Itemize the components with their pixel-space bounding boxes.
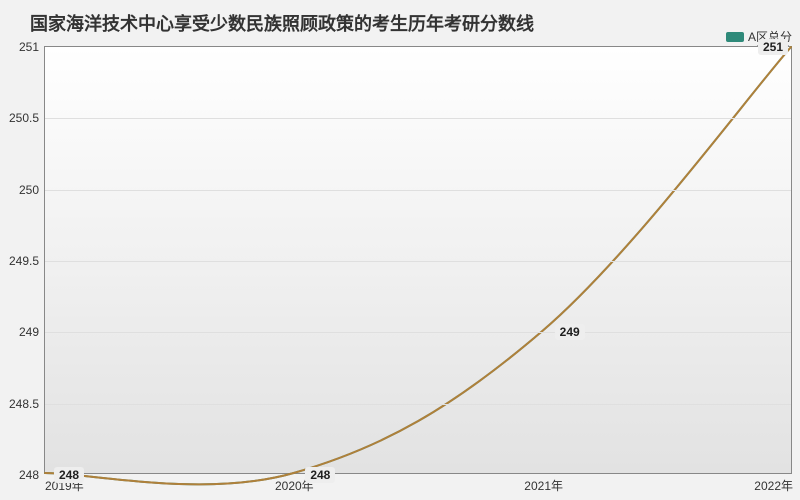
legend-swatch-a <box>726 32 744 42</box>
data-label: 248 <box>54 467 84 483</box>
x-tick-label: 2021年 <box>524 473 563 494</box>
plot-area: 248248.5249249.5250250.52512019年2020年202… <box>44 46 792 474</box>
y-tick-label: 249.5 <box>9 254 45 268</box>
series-line-0 <box>45 47 791 484</box>
grid-line <box>45 404 791 405</box>
grid-line <box>45 190 791 191</box>
x-tick-label: 2022年 <box>754 473 793 494</box>
data-label: 248 <box>305 467 335 483</box>
data-label: 249 <box>555 324 585 340</box>
y-tick-label: 251 <box>19 40 45 54</box>
series-line-1 <box>45 47 791 484</box>
y-tick-label: 248.5 <box>9 397 45 411</box>
chart-container: 国家海洋技术中心享受少数民族照顾政策的考生历年考研分数线 A区总分 B区总分 2… <box>0 0 800 500</box>
grid-line <box>45 261 791 262</box>
data-label: 251 <box>758 39 788 55</box>
chart-title: 国家海洋技术中心享受少数民族照顾政策的考生历年考研分数线 <box>30 10 534 36</box>
grid-line <box>45 118 791 119</box>
y-tick-label: 249 <box>19 325 45 339</box>
y-tick-label: 248 <box>19 468 45 482</box>
y-tick-label: 250 <box>19 183 45 197</box>
grid-line <box>45 332 791 333</box>
y-tick-label: 250.5 <box>9 111 45 125</box>
line-layer <box>45 47 791 473</box>
